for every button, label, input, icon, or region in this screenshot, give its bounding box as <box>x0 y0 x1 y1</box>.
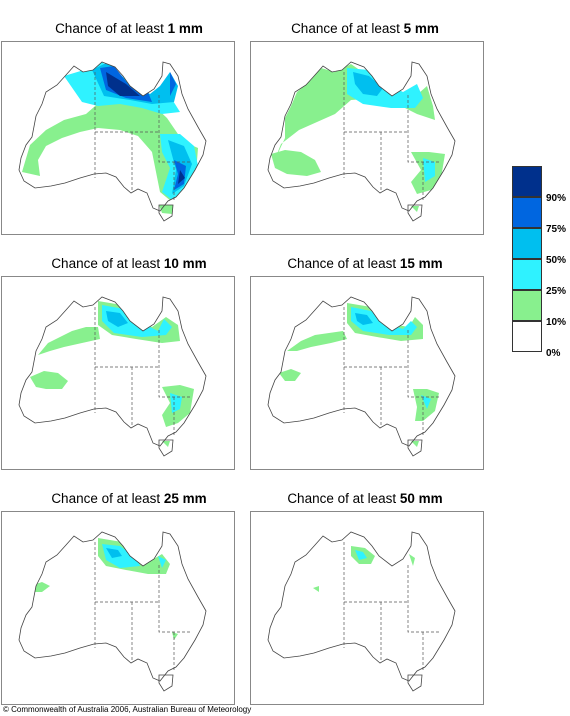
coastline <box>267 531 456 682</box>
title-threshold: 10 mm <box>163 256 207 271</box>
shaded-region <box>271 150 321 176</box>
shaded-region <box>313 586 319 592</box>
australia-map <box>18 296 207 457</box>
legend-swatch-75 <box>512 197 542 228</box>
australia-map <box>18 61 207 222</box>
shaded-region <box>106 548 122 558</box>
australia-map <box>267 61 456 222</box>
panel-title-10mm: Chance of at least 10 mm <box>12 256 246 272</box>
shaded-region <box>22 97 198 202</box>
title-prefix: Chance of at least <box>55 21 168 36</box>
shaded-region <box>421 395 431 409</box>
legend-swatch-0 <box>512 321 542 352</box>
panel-title-5mm: Chance of at least 5 mm <box>248 21 482 37</box>
shaded-region <box>38 327 100 355</box>
shaded-region <box>170 393 182 413</box>
legend-label-75: 75% <box>546 224 567 235</box>
coastline <box>267 61 456 212</box>
panel-title-50mm: Chance of at least 50 mm <box>248 491 482 507</box>
australia-map <box>18 531 207 692</box>
legend-label-90: 90% <box>546 193 567 204</box>
mainland-fill <box>268 532 455 681</box>
title-prefix: Chance of at least <box>287 491 400 506</box>
title-prefix: Chance of at least <box>51 491 164 506</box>
tasmania-outline <box>407 204 423 222</box>
coastline <box>18 61 207 212</box>
title-threshold: 15 mm <box>399 256 443 271</box>
title-threshold: 25 mm <box>163 491 207 506</box>
shaded-region <box>273 64 435 164</box>
panel-title-25mm: Chance of at least 25 mm <box>12 491 246 507</box>
legend-swatch-25 <box>512 259 542 290</box>
legend-label-10: 10% <box>546 317 567 328</box>
shaded-region <box>162 441 170 447</box>
title-prefix: Chance of at least <box>51 256 164 271</box>
shaded-region <box>411 206 419 212</box>
state-borders <box>343 542 439 672</box>
coastline <box>18 531 207 682</box>
legend-swatch-10 <box>512 290 542 321</box>
legend-label-0: 0% <box>546 348 561 359</box>
panel-title-1mm: Chance of at least 1 mm <box>12 21 246 37</box>
shaded-region <box>158 556 166 568</box>
shaded-region <box>423 158 435 182</box>
shaded-region <box>178 170 185 184</box>
state-borders <box>94 72 190 202</box>
shaded-region <box>106 72 140 96</box>
state-borders <box>94 307 190 437</box>
australia-map <box>267 296 456 457</box>
legend-swatch-90 <box>512 166 542 197</box>
title-threshold: 50 mm <box>399 491 443 506</box>
panel-title-15mm: Chance of at least 15 mm <box>248 256 482 272</box>
map-panel-50mm <box>250 511 484 705</box>
tasmania-outline <box>158 204 174 222</box>
australia-map <box>267 531 456 692</box>
title-threshold: 5 mm <box>403 21 439 36</box>
legend-label-50: 50% <box>546 255 567 266</box>
shaded-region <box>411 441 419 447</box>
shaded-region <box>170 72 176 96</box>
title-prefix: Chance of at least <box>287 256 400 271</box>
map-panel-15mm <box>250 276 484 470</box>
shaded-region <box>353 72 383 96</box>
shaded-region <box>355 313 373 325</box>
tasmania-outline <box>158 439 174 457</box>
shaded-region <box>30 371 68 389</box>
title-prefix: Chance of at least <box>291 21 404 36</box>
shaded-region <box>409 554 415 566</box>
tasmania-outline <box>407 674 423 692</box>
title-threshold: 1 mm <box>167 21 203 36</box>
shaded-region <box>279 369 301 381</box>
map-panel-1mm <box>1 41 235 235</box>
legend-label-25: 25% <box>546 286 567 297</box>
state-borders <box>343 307 439 437</box>
map-panel-10mm <box>1 276 235 470</box>
probability-shading <box>313 546 415 592</box>
tasmania-outline <box>407 439 423 457</box>
map-panel-5mm <box>250 41 484 235</box>
state-borders <box>343 72 439 202</box>
copyright-notice: © Commonwealth of Australia 2006, Austra… <box>3 705 252 714</box>
coastline <box>18 296 207 447</box>
shaded-region <box>355 550 367 560</box>
state-borders <box>94 542 190 672</box>
coastline <box>267 296 456 447</box>
tasmania-outline <box>158 674 174 692</box>
shaded-region <box>287 331 347 351</box>
shaded-region <box>172 632 178 640</box>
legend-swatch-50 <box>512 228 542 259</box>
shaded-region <box>106 311 128 327</box>
map-panel-25mm <box>1 511 235 705</box>
